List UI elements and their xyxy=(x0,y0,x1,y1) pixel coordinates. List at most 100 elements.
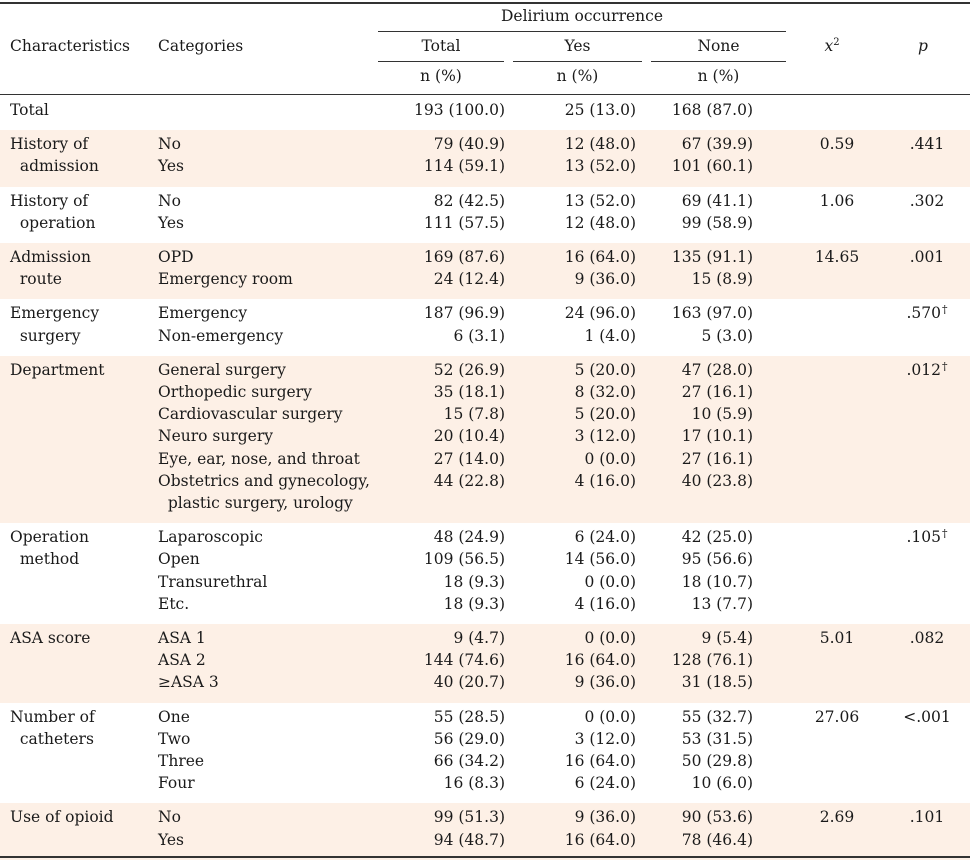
category-label: Four xyxy=(158,774,195,793)
yes-value: 4 (16.0) xyxy=(574,594,636,613)
table-row-group: Department General surgery 52 (26.9) 5 (20.… xyxy=(0,355,970,524)
total-value: 44 (22.8) xyxy=(433,471,505,490)
characteristic-label: Number of catheters xyxy=(10,707,95,748)
none-value: 27 (16.1) xyxy=(681,382,753,401)
none-value: 9 (5.4) xyxy=(701,628,753,647)
category-label: Three xyxy=(158,751,205,770)
none-value: 47 (28.0) xyxy=(681,360,753,379)
none-value: 90 (53.6) xyxy=(681,808,753,827)
none-value: 50 (29.8) xyxy=(681,751,753,770)
category-label: Open xyxy=(158,550,200,569)
yes-underline xyxy=(513,61,642,62)
chi-square-value: 1.06 xyxy=(819,191,855,210)
chi-square-value: 27.06 xyxy=(814,707,860,726)
dagger-mark: † xyxy=(942,527,948,541)
none-value: 15 (8.9) xyxy=(691,270,753,289)
yes-value: 9 (36.0) xyxy=(574,673,636,692)
header-total-unit: n (%) xyxy=(420,67,462,85)
none-value: 31 (18.5) xyxy=(681,673,753,692)
table-row-group: Number of catheters One 55 (28.5) 0 (0.0) 55… xyxy=(0,703,970,804)
category-label: Cardiovascular surgery xyxy=(158,405,343,424)
total-value: 15 (7.8) xyxy=(443,405,505,424)
chi-square-value: 5.01 xyxy=(819,628,855,647)
header-total: Total xyxy=(421,37,461,55)
none-value: 78 (46.4) xyxy=(681,830,753,849)
table-row-group: Emergency surgery Emergency 187 (96.9) 24 (… xyxy=(0,299,970,355)
yes-value: 24 (96.0) xyxy=(564,304,636,323)
table-row-group: Use of opioid No 99 (51.3) 9 (36.0) 90 (53.6… xyxy=(0,803,970,860)
none-underline xyxy=(651,61,786,62)
top-rule xyxy=(0,2,970,4)
table-row-group: Total 193 (100.0) 25 (13.0) 168 (87.0) xyxy=(0,96,970,130)
category-label: Emergency xyxy=(158,304,248,323)
yes-value: 16 (64.0) xyxy=(564,651,636,670)
total-value: 40 (20.7) xyxy=(433,673,505,692)
category-label: No xyxy=(158,191,181,210)
yes-value: 3 (12.0) xyxy=(574,729,636,748)
yes-value: 16 (64.0) xyxy=(564,247,636,266)
header-delirium-occurrence: Delirium occurrence xyxy=(501,7,663,25)
yes-value: 12 (48.0) xyxy=(564,135,636,154)
none-value: 55 (32.7) xyxy=(681,707,753,726)
category-label: Obstetrics and gynecology, plastic surge… xyxy=(158,471,370,512)
none-value: 168 (87.0) xyxy=(671,101,753,119)
yes-value: 13 (52.0) xyxy=(564,157,636,176)
header-none: None xyxy=(697,37,740,55)
none-value: 10 (6.0) xyxy=(691,774,753,793)
table-row-group: History of admission No 79 (40.9) 12 (48.0)… xyxy=(0,130,970,187)
total-value: 56 (29.0) xyxy=(433,729,505,748)
dagger-mark: † xyxy=(942,359,948,373)
category-label: Orthopedic surgery xyxy=(158,382,312,401)
yes-value: 0 (0.0) xyxy=(584,449,636,468)
header-yes-unit: n (%) xyxy=(556,67,599,85)
category-label: No xyxy=(158,135,181,154)
total-value: 114 (59.1) xyxy=(423,157,505,176)
category-label: Neuro surgery xyxy=(158,427,273,446)
characteristic-label: Total xyxy=(10,101,49,119)
total-value: 79 (40.9) xyxy=(433,135,505,154)
category-label: Transurethral xyxy=(158,572,268,591)
table-row-group: Admission route OPD 169 (87.6) 16 (64.0) 135… xyxy=(0,242,970,300)
total-value: 55 (28.5) xyxy=(433,707,505,726)
dagger-mark: † xyxy=(942,303,948,317)
yes-value: 1 (4.0) xyxy=(584,326,636,345)
yes-value: 8 (32.0) xyxy=(574,382,636,401)
none-value: 5 (3.0) xyxy=(701,326,753,345)
group-underline xyxy=(378,31,786,32)
chi-square-value: 14.65 xyxy=(814,247,860,266)
none-value: 69 (41.1) xyxy=(681,191,753,210)
table-row-group: History of operation No 82 (42.5) 13 (52.0)… xyxy=(0,187,970,243)
bottom-rule xyxy=(0,856,970,858)
category-label: Etc. xyxy=(158,594,190,613)
p-value: .101 xyxy=(909,808,945,827)
header-categories: Categories xyxy=(158,37,244,55)
p-value: .441 xyxy=(909,135,945,154)
header-yes: Yes xyxy=(564,37,591,55)
category-label: ≥ASA 3 xyxy=(158,673,219,692)
header-none-unit: n (%) xyxy=(697,67,740,85)
characteristic-label: Operation method xyxy=(10,528,89,569)
p-value: .105† xyxy=(906,527,948,547)
table-row-group: ASA score ASA 1 9 (4.7) 0 (0.0) 9 (5.4) ASA 2… xyxy=(0,623,970,703)
total-value: 144 (74.6) xyxy=(423,651,505,670)
none-value: 40 (23.8) xyxy=(681,471,753,490)
category-label: Laparoscopic xyxy=(158,528,263,547)
chi-base: x xyxy=(824,37,834,56)
p-value: <.001 xyxy=(903,707,951,726)
category-label: Yes xyxy=(158,830,185,849)
total-value: 35 (18.1) xyxy=(433,382,505,401)
total-value: 187 (96.9) xyxy=(423,304,505,323)
yes-value: 16 (64.0) xyxy=(564,751,636,770)
category-label: Two xyxy=(158,729,191,748)
none-value: 53 (31.5) xyxy=(681,729,753,748)
chi-square-value: 2.69 xyxy=(819,808,855,827)
total-value: 99 (51.3) xyxy=(433,808,505,827)
none-value: 67 (39.9) xyxy=(681,135,753,154)
total-value: 16 (8.3) xyxy=(443,774,505,793)
category-label: ASA 2 xyxy=(158,651,206,670)
total-value: 24 (12.4) xyxy=(433,270,505,289)
characteristic-label: Admission route xyxy=(10,247,91,289)
none-value: 128 (76.1) xyxy=(671,651,753,670)
category-label: General surgery xyxy=(158,360,286,379)
yes-value: 14 (56.0) xyxy=(564,550,636,569)
